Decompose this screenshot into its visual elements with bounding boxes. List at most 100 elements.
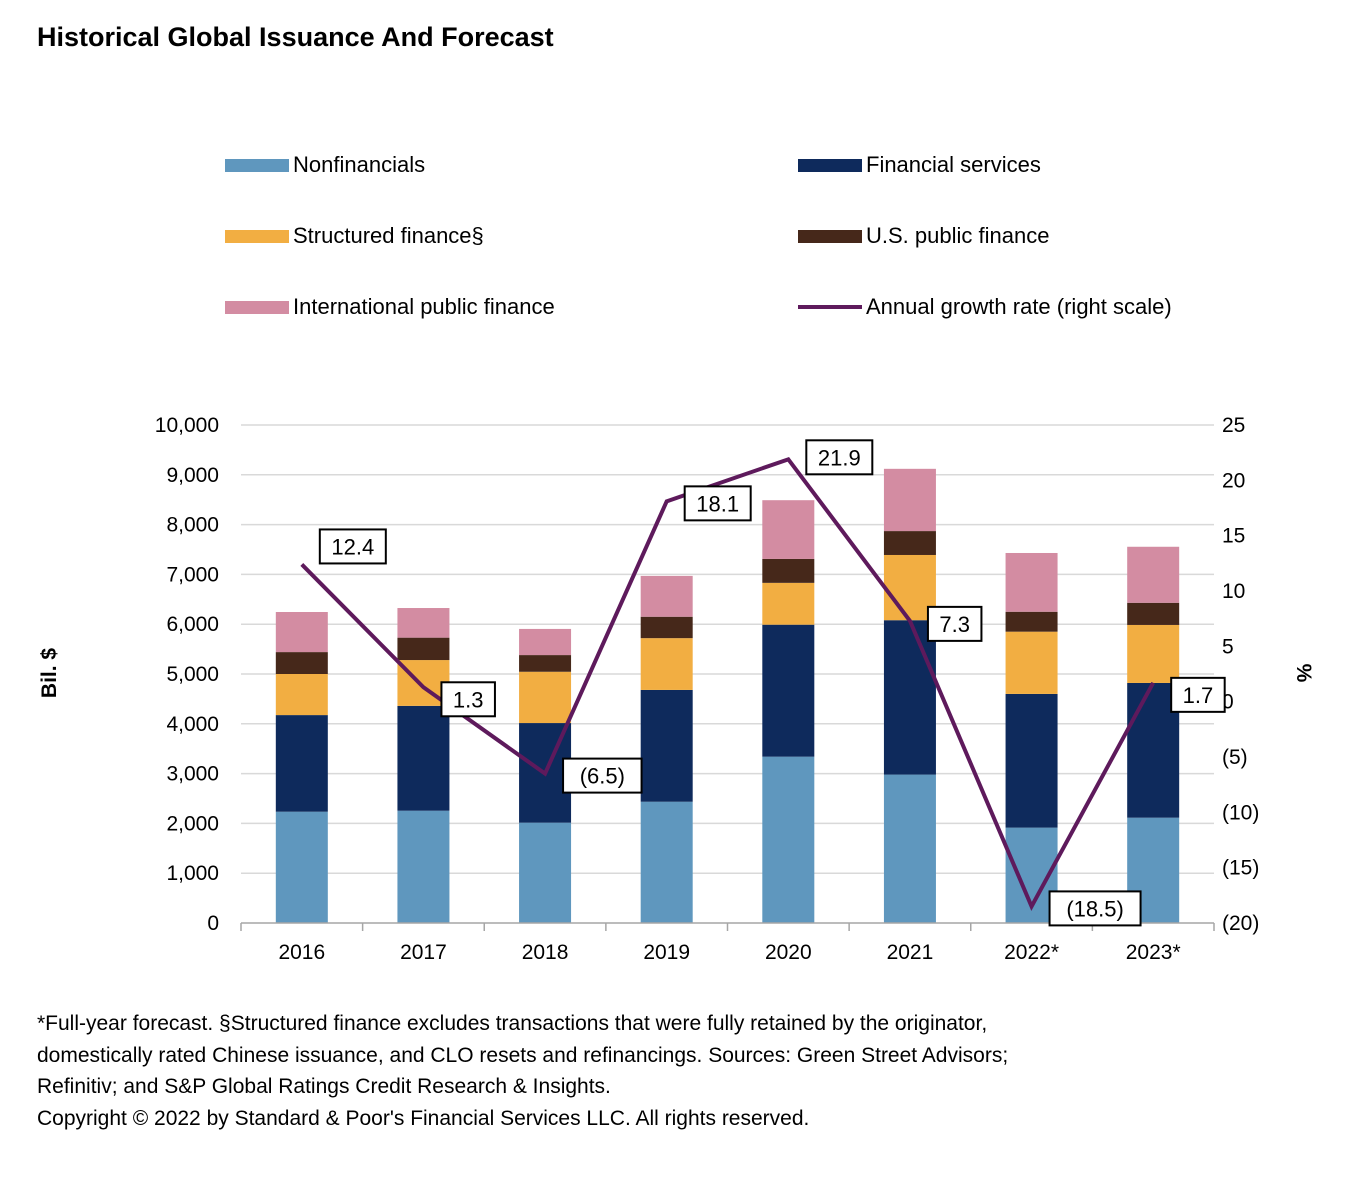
data-label-box	[562, 757, 643, 794]
x-tick-label: 2018	[522, 941, 569, 964]
legend-line-annual-growth-rate	[798, 305, 862, 309]
y-axis-label: Bil. $	[38, 648, 61, 699]
x-tick-label: 2021	[887, 941, 934, 964]
legend-item-nonfinancials: Nonfinancials	[225, 152, 425, 178]
y2-tick-label: (15)	[1222, 857, 1259, 880]
legend-item-financial-services: Financial services	[798, 152, 1041, 178]
y-tick-label: 1,000	[166, 862, 219, 885]
growth-rate-label: 1.3	[440, 681, 496, 718]
bar-financial-services-2016	[275, 715, 328, 812]
bar-nonfinancials-2020	[762, 756, 815, 923]
data-label-text: 18.1	[696, 491, 739, 516]
bar-u-s-public-finance-2018	[519, 655, 572, 672]
legend-swatch-us-public-finance	[798, 229, 862, 243]
bar-international-public-finance-2017	[397, 608, 450, 638]
footnote-line: Copyright © 2022 by Standard & Poor's Fi…	[37, 1106, 810, 1130]
bar-international-public-finance-2019	[640, 575, 693, 617]
chart-title: Historical Global Issuance And Forecast	[37, 22, 554, 52]
bar-financial-services-2020	[762, 624, 815, 757]
growth-rate-label: 18.1	[683, 485, 752, 522]
y2-tick-label: 10	[1222, 580, 1245, 603]
legend-swatch-structured-finance	[225, 229, 289, 243]
growth-rate-label: 1.7	[1170, 676, 1226, 713]
legend-swatch-international-public-finance	[225, 300, 289, 314]
y-tick-label: 9,000	[166, 464, 219, 487]
data-label-box	[1048, 890, 1142, 927]
bar-international-public-finance-2016	[275, 611, 328, 653]
bar-structured-finance-2020	[762, 582, 815, 625]
data-label-text: 1.7	[1183, 683, 1214, 708]
bar-u-s-public-finance-2023	[1127, 602, 1180, 625]
y2-axis-label: %	[1292, 664, 1315, 683]
bars	[275, 468, 1180, 923]
bar-nonfinancials-2018	[519, 822, 572, 923]
y2-tick-label: 20	[1222, 469, 1245, 492]
bar-structured-finance-2018	[519, 671, 572, 724]
bar-u-s-public-finance-2020	[762, 558, 815, 583]
legend-item-us-public-finance: U.S. public finance	[798, 223, 1049, 249]
bar-structured-finance-2019	[640, 638, 693, 690]
footnote-line: domestically rated Chinese issuance, and…	[37, 1043, 1009, 1067]
y2-tick-label: 0	[1222, 691, 1234, 714]
y-tick-label: 5,000	[166, 663, 219, 686]
y-tick-label: 0	[207, 912, 219, 935]
bar-nonfinancials-2016	[275, 811, 328, 923]
y2-tick-label: (10)	[1222, 801, 1259, 824]
x-tick-label: 2019	[643, 941, 690, 964]
bar-structured-finance-2022	[1005, 631, 1058, 694]
bar-international-public-finance-2023	[1127, 546, 1180, 603]
data-label-box	[683, 485, 752, 522]
bar-international-public-finance-2020	[762, 500, 815, 559]
growth-rate-label: 21.9	[805, 439, 874, 476]
bar-u-s-public-finance-2016	[275, 652, 328, 674]
y-tick-label: 4,000	[166, 713, 219, 736]
y-tick-label: 3,000	[166, 763, 219, 786]
y2-tick-label: 25	[1222, 414, 1245, 437]
bar-international-public-finance-2021	[883, 468, 936, 532]
data-label-text: 21.9	[818, 445, 861, 470]
data-label-box	[440, 681, 496, 718]
data-label-text: 12.4	[331, 534, 374, 559]
data-labels: 12.4 1.3 (6.5) 18.1 21.9 7.3 (18.5) 1.7	[318, 439, 1226, 927]
bar-financial-services-2019	[640, 689, 693, 802]
y2-tick-label: (5)	[1222, 746, 1248, 769]
growth-rate-label: (6.5)	[562, 757, 643, 794]
data-label-box	[926, 605, 983, 642]
legend-swatch-financial-services	[798, 158, 862, 172]
data-label-text: (18.5)	[1066, 896, 1123, 921]
growth-rate-label: (18.5)	[1048, 890, 1142, 927]
bar-u-s-public-finance-2017	[397, 637, 450, 661]
y-tick-label: 8,000	[166, 514, 219, 537]
legend-label: Annual growth rate (right scale)	[866, 294, 1172, 319]
bar-nonfinancials-2019	[640, 801, 693, 923]
bar-u-s-public-finance-2019	[640, 616, 693, 639]
y-tick-label: 6,000	[166, 613, 219, 636]
y-tick-label: 7,000	[166, 563, 219, 586]
axes: 0 1,000 2,000 3,000 4,000 5,000 6,000 7,000 8,00…	[155, 414, 1260, 964]
y2-tick-label: 15	[1222, 525, 1245, 548]
data-label-text: (6.5)	[580, 764, 625, 789]
data-label-text: 7.3	[939, 612, 970, 637]
x-tick-label: 2016	[278, 941, 325, 964]
y2-tick-label: 5	[1222, 635, 1234, 658]
x-tick-label: 2017	[400, 941, 447, 964]
bar-structured-finance-2016	[275, 674, 328, 716]
data-label-box	[805, 439, 874, 476]
legend-item-structured-finance: Structured finance§	[225, 223, 484, 249]
bar-international-public-finance-2022	[1005, 552, 1058, 612]
legend-label: Structured finance§	[293, 223, 484, 248]
legend-swatch-nonfinancials	[225, 158, 289, 172]
bar-financial-services-2021	[883, 620, 936, 775]
growth-rate-label: 7.3	[926, 605, 983, 642]
footnote-line: *Full-year forecast. §Structured finance…	[37, 1012, 988, 1035]
bar-international-public-finance-2018	[519, 628, 572, 656]
bar-structured-finance-2023	[1127, 624, 1180, 683]
growth-rate-label: 12.4	[318, 528, 387, 565]
x-tick-label: 2020	[765, 941, 812, 964]
data-label-box	[1170, 676, 1226, 713]
y2-tick-label: (20)	[1222, 912, 1259, 935]
y-tick-label: 10,000	[155, 414, 219, 437]
bar-u-s-public-finance-2021	[883, 531, 936, 555]
legend-label: International public finance	[293, 294, 555, 319]
bar-nonfinancials-2021	[883, 774, 936, 923]
